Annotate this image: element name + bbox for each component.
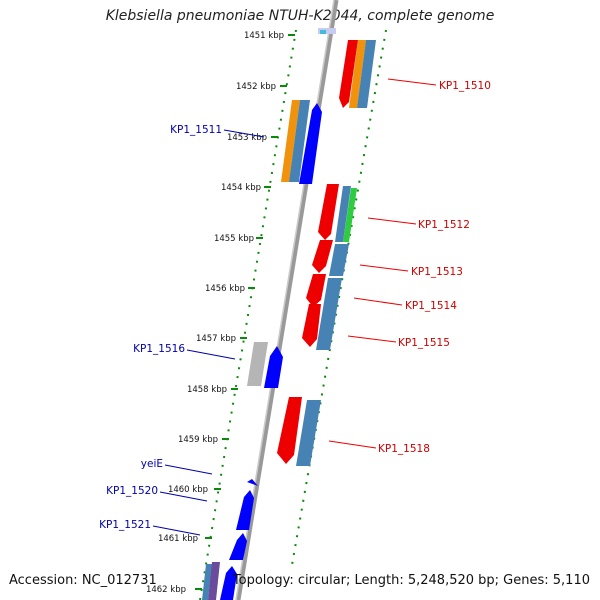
label-leader: [347, 335, 397, 343]
gene-label: KP1_1510: [439, 80, 491, 92]
gene-steelblue-1510: [357, 40, 376, 108]
label-leader: [223, 129, 265, 138]
gene-label: KP1_1518: [378, 443, 430, 455]
tick-label: 1453 kbp: [227, 133, 267, 143]
gene-steelblue-1512: [335, 186, 351, 242]
right-label-group: KP1_1510 KP1_1512 KP1_1513 KP1_1514 KP1_…: [328, 78, 491, 455]
label-leader: [353, 297, 403, 306]
tick-label: 1461 kbp: [158, 534, 198, 544]
genome-backbone: [235, 0, 339, 600]
gene-KP1_1520-group: [236, 490, 254, 530]
gene-top-cyan: [320, 30, 326, 34]
tick-label: 1456 kbp: [205, 284, 245, 294]
tick-label: 1458 kbp: [187, 385, 227, 395]
gene-orange-1511: [281, 100, 300, 182]
gene-KP1_1515: [302, 304, 321, 347]
left-label-group: KP1_1511 KP1_1516 yeiE KP1_1520 KP1_1521: [99, 124, 265, 536]
gene-KP1_1510-group: [339, 40, 376, 108]
label-leader: [387, 78, 437, 86]
gene-KP1_1511: [299, 103, 322, 184]
tick-label: 1455 kbp: [214, 234, 254, 244]
left-track-line: [199, 29, 297, 600]
gene-KP1_1512-group: [318, 184, 357, 242]
topology-label: Topology: circular; Length: 5,248,520 bp…: [232, 573, 590, 588]
gene-label: KP1_1513: [411, 266, 463, 278]
gene-yeiE: [247, 479, 258, 486]
gene-label: KP1_1516: [133, 343, 185, 355]
gene-steelblue-1511: [289, 100, 310, 182]
gene-KP1_1513-group: [312, 240, 349, 276]
gene-label: KP1_1512: [418, 219, 470, 231]
gene-yeiE-group: [247, 479, 258, 486]
label-leader: [367, 217, 417, 225]
gene-label: KP1_1515: [398, 337, 450, 349]
label-leader: [328, 440, 377, 449]
gene-KP1_1510: [339, 40, 358, 108]
tick-label: 1462 kbp: [146, 585, 186, 595]
gene-orange-1510: [349, 40, 366, 108]
gene-steelblue-1513: [329, 244, 349, 276]
gene-green-1512: [343, 188, 357, 242]
tick-group: 1451 kbp 1452 kbp 1453 kbp 1454 kbp 1455…: [146, 31, 295, 595]
right-track-line: [291, 29, 387, 566]
tick-label: 1460 kbp: [168, 485, 208, 495]
gene-label: yeiE: [141, 458, 163, 470]
tick-label: 1454 kbp: [221, 183, 261, 193]
label-leader: [359, 264, 409, 272]
gene-label: KP1_1521: [99, 519, 151, 531]
label-leader: [164, 464, 213, 475]
tick-label: 1457 kbp: [196, 334, 236, 344]
gene-bottom-steelblue: [202, 564, 212, 600]
gene-KP1_1518-group: [277, 397, 321, 466]
gene-gray-1516: [247, 342, 268, 386]
label-leader: [159, 491, 208, 502]
gene-KP1_1511-group: [281, 100, 322, 184]
gene-KP1_1520: [236, 490, 254, 530]
gene-KP1_1518: [277, 397, 302, 464]
gene-KP1_1514-group: [306, 274, 326, 307]
gene-label: KP1_1511: [170, 124, 222, 136]
tick-label: 1459 kbp: [178, 435, 218, 445]
gene-KP1_1514: [306, 274, 326, 307]
gene-steelblue-1518: [296, 400, 321, 466]
gene-bottom-blue: [220, 566, 237, 600]
gene-bottom-group: [202, 562, 237, 600]
gene-steelblue-1515: [316, 278, 342, 350]
gene-label: KP1_1514: [405, 300, 457, 312]
gene-KP1_1516: [264, 346, 283, 388]
gene-KP1_1515-group: [302, 278, 342, 350]
gene-label: KP1_1520: [106, 485, 158, 497]
gene-bottom-purple: [208, 562, 220, 600]
tick-label: 1451 kbp: [244, 31, 284, 41]
gene-KP1_1512: [318, 184, 339, 240]
tick-label: 1452 kbp: [236, 82, 276, 92]
gene-KP1_1516-group: [247, 342, 283, 388]
gene-top-light: [318, 28, 336, 34]
gene-KP1_1521: [229, 533, 247, 560]
figure-title: Klebsiella pneumoniae NTUH-K2044, comple…: [105, 8, 495, 24]
accession-label: Accession: NC_012731: [9, 573, 157, 588]
gene-KP1_1513: [312, 240, 333, 273]
label-leader: [186, 349, 236, 360]
gene-KP1_1521-group: [229, 533, 247, 560]
label-leader: [152, 525, 201, 536]
